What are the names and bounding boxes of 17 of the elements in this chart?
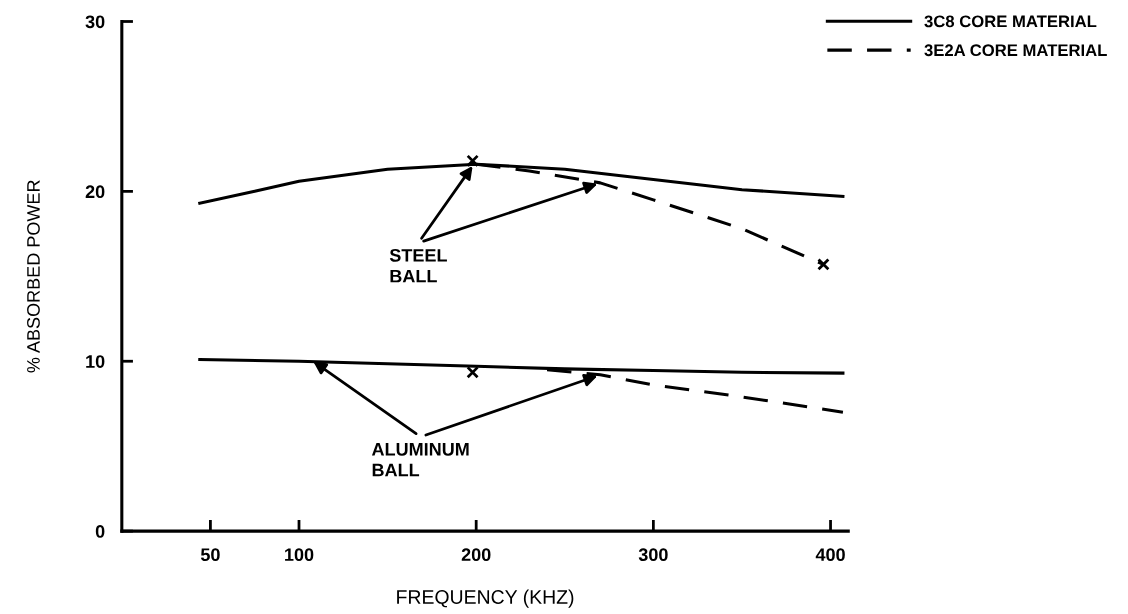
legend-label: 3C8 CORE MATERIAL (924, 15, 1097, 28)
y-tick-label: 10 (86, 355, 105, 368)
annotation: ALUMINUM BALL (371, 443, 469, 477)
x-axis-title: FREQUENCY (KHZ) (397, 589, 574, 608)
y-tick-label: 0 (95, 525, 105, 538)
y-tick-label: 20 (85, 185, 105, 199)
x-tick-label: 300 (638, 548, 668, 562)
x-tick-label: 50 (200, 548, 220, 562)
y-axis-title: % ABSORBED POWER (27, 180, 40, 373)
x-tick-label: 400 (815, 548, 845, 562)
legend-label: 3E2A CORE MATERIAL (924, 44, 1107, 57)
point (466, 365, 479, 379)
x-tick-label: 100 (285, 548, 314, 562)
y-tick-label: 30 (85, 15, 105, 29)
x-tick-label: 200 (461, 548, 491, 562)
point (817, 258, 830, 271)
annotation: STEEL BALL (389, 248, 447, 283)
